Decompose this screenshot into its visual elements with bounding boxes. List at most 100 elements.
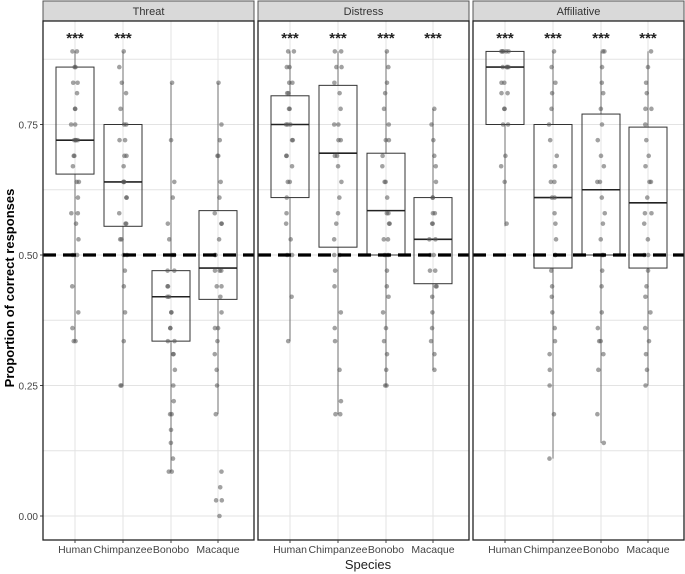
facet-panel-threat: Threat*** ***Human Chimpanzee Bonobo Macaque <box>42 0 255 556</box>
data-point <box>122 137 128 143</box>
data-point <box>506 49 511 54</box>
data-point <box>334 153 340 159</box>
data-point <box>386 294 391 300</box>
data-point <box>546 122 552 127</box>
data-point <box>332 338 338 344</box>
facet-title: Distress <box>344 6 384 18</box>
data-point <box>121 338 127 344</box>
data-point <box>219 310 224 315</box>
data-point <box>121 49 127 54</box>
data-point <box>71 137 77 143</box>
data-point <box>165 284 170 289</box>
data-point <box>427 268 433 273</box>
data-point <box>643 106 648 112</box>
box <box>318 84 358 248</box>
data-point <box>643 294 648 300</box>
box-group-human: *** <box>55 30 95 344</box>
data-point <box>339 64 344 70</box>
data-point <box>68 122 74 127</box>
data-point <box>338 398 344 404</box>
data-point <box>165 268 170 273</box>
data-point <box>116 210 122 216</box>
box <box>581 113 621 256</box>
panel-border <box>472 20 685 541</box>
y-tick-label: 0.00 <box>19 512 39 523</box>
data-point <box>380 153 385 159</box>
data-point <box>172 268 177 273</box>
data-point <box>429 294 435 300</box>
data-point <box>213 498 219 503</box>
data-point <box>386 64 391 70</box>
data-point <box>649 210 654 216</box>
data-point <box>70 49 75 54</box>
data-point <box>599 122 605 127</box>
data-point <box>595 179 600 185</box>
data-point <box>121 179 127 185</box>
data-point <box>172 367 178 373</box>
y-tick-label: 0.75 <box>19 121 39 132</box>
data-point <box>502 106 507 112</box>
data-point <box>336 122 341 127</box>
data-point <box>645 268 651 273</box>
data-point <box>381 106 387 112</box>
x-tick-label: Chimpanzee <box>524 544 583 556</box>
box-group-chimpanzee: *** <box>318 30 358 417</box>
data-point <box>553 80 558 86</box>
data-point <box>287 106 292 112</box>
data-point <box>599 195 605 200</box>
data-point <box>338 106 343 112</box>
box <box>198 210 238 300</box>
data-point <box>121 163 126 169</box>
data-point <box>218 268 224 273</box>
data-point <box>169 469 175 474</box>
data-point <box>552 325 558 331</box>
data-point <box>75 80 80 86</box>
x-tick-label: Macaque <box>196 544 239 556</box>
data-point <box>214 367 219 373</box>
x-tick-label: Macaque <box>411 544 454 556</box>
data-point <box>123 90 129 96</box>
significance-marker: *** <box>639 30 657 47</box>
data-point <box>599 64 605 70</box>
data-point <box>382 90 388 96</box>
data-point <box>644 137 649 143</box>
data-point <box>285 338 291 344</box>
data-point <box>549 294 555 300</box>
data-point <box>165 338 171 344</box>
data-point <box>69 210 74 216</box>
data-point <box>216 237 222 242</box>
data-point <box>332 268 338 273</box>
data-point <box>598 153 604 159</box>
data-point <box>601 163 607 169</box>
data-point <box>500 64 506 70</box>
significance-marker: *** <box>544 30 562 47</box>
data-point <box>169 310 174 315</box>
data-point <box>286 80 292 86</box>
data-point <box>284 210 289 216</box>
significance-marker: *** <box>592 30 610 47</box>
data-point <box>430 195 436 200</box>
data-point <box>117 237 123 242</box>
data-point <box>596 367 601 373</box>
data-point <box>217 513 222 519</box>
data-point <box>430 210 436 216</box>
data-point <box>383 367 389 373</box>
facet-panels: Threat*** ***Human Chimpanzee Bonobo Macaque… <box>42 0 685 556</box>
data-point <box>332 49 338 54</box>
y-tick-label: 0.50 <box>19 251 39 262</box>
data-point <box>212 210 218 216</box>
data-point <box>549 195 555 200</box>
box <box>270 95 310 199</box>
data-point <box>72 64 77 70</box>
data-point <box>550 310 555 315</box>
data-point <box>117 64 122 70</box>
data-point <box>122 268 128 273</box>
data-point <box>215 325 221 331</box>
data-point <box>331 237 337 242</box>
box <box>533 124 573 269</box>
data-point <box>598 106 604 112</box>
data-point <box>289 137 295 143</box>
data-point <box>384 268 390 273</box>
data-point <box>124 153 129 159</box>
data-point <box>219 469 224 474</box>
